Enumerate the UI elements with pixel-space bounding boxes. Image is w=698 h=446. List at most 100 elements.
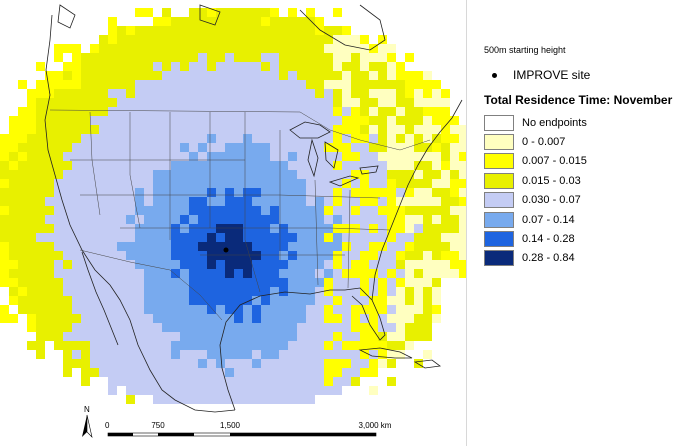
grid-cell xyxy=(189,242,198,251)
grid-cell xyxy=(216,125,225,134)
legend-swatch xyxy=(484,192,514,209)
grid-cell xyxy=(387,224,396,233)
grid-cell xyxy=(63,350,72,359)
grid-cell xyxy=(171,206,180,215)
grid-cell xyxy=(270,62,279,71)
grid-cell xyxy=(378,179,387,188)
grid-cell xyxy=(243,359,252,368)
grid-cell xyxy=(189,368,198,377)
grid-cell xyxy=(432,251,441,260)
grid-cell xyxy=(9,242,18,251)
grid-cell xyxy=(270,53,279,62)
grid-cell xyxy=(162,17,171,26)
grid-cell xyxy=(234,251,243,260)
grid-cell xyxy=(297,251,306,260)
grid-cell xyxy=(144,341,153,350)
grid-cell xyxy=(108,179,117,188)
grid-cell xyxy=(396,215,405,224)
grid-cell xyxy=(432,98,441,107)
grid-cell xyxy=(297,359,306,368)
grid-cell xyxy=(234,17,243,26)
grid-cell xyxy=(243,179,252,188)
grid-cell xyxy=(333,197,342,206)
grid-cell xyxy=(288,116,297,125)
grid-cell xyxy=(144,287,153,296)
grid-cell xyxy=(324,359,333,368)
grid-cell xyxy=(189,323,198,332)
grid-cell xyxy=(288,305,297,314)
grid-cell xyxy=(216,224,225,233)
grid-cell xyxy=(117,44,126,53)
grid-cell xyxy=(297,386,306,395)
grid-cell xyxy=(261,359,270,368)
grid-cell xyxy=(360,323,369,332)
grid-cell xyxy=(243,161,252,170)
grid-cell xyxy=(180,395,189,404)
grid-cell xyxy=(288,386,297,395)
grid-cell xyxy=(108,233,117,242)
grid-cell xyxy=(0,251,9,260)
grid-cell xyxy=(315,224,324,233)
grid-cell xyxy=(342,206,351,215)
grid-cell xyxy=(288,8,297,17)
lake-erie xyxy=(328,175,360,187)
grid-cell xyxy=(153,170,162,179)
grid-cell xyxy=(63,296,72,305)
grid-cell xyxy=(225,206,234,215)
grid-cell xyxy=(279,89,288,98)
grid-cell xyxy=(36,188,45,197)
grid-cell xyxy=(279,44,288,53)
grid-cell xyxy=(243,197,252,206)
grid-cell xyxy=(261,323,270,332)
grid-cell xyxy=(135,44,144,53)
grid-cell xyxy=(18,134,27,143)
grid-cell xyxy=(162,161,171,170)
grid-cell xyxy=(306,188,315,197)
grid-cell xyxy=(450,179,459,188)
grid-cell xyxy=(288,242,297,251)
grid-cell xyxy=(414,161,423,170)
grid-cell xyxy=(342,152,351,161)
grid-cell xyxy=(333,8,342,17)
grid-cell xyxy=(45,323,54,332)
grid-cell xyxy=(279,314,288,323)
grid-cell xyxy=(72,305,81,314)
grid-cell xyxy=(351,44,360,53)
grid-cell xyxy=(198,179,207,188)
grid-cell xyxy=(270,89,279,98)
grid-cell xyxy=(81,368,90,377)
grid-cell xyxy=(135,224,144,233)
grid-cell xyxy=(153,314,162,323)
grid-cell xyxy=(297,26,306,35)
grid-cell xyxy=(288,197,297,206)
grid-cell xyxy=(18,188,27,197)
grid-cell xyxy=(189,26,198,35)
grid-cell xyxy=(198,62,207,71)
grid-cell xyxy=(117,170,126,179)
grid-cell xyxy=(153,278,162,287)
grid-cell xyxy=(108,287,117,296)
grid-cell xyxy=(36,80,45,89)
grid-cell xyxy=(198,368,207,377)
grid-cell xyxy=(315,179,324,188)
grid-cell xyxy=(0,179,9,188)
grid-cell xyxy=(243,116,252,125)
grid-cell xyxy=(261,242,270,251)
grid-cell xyxy=(333,53,342,62)
grid-cell xyxy=(333,386,342,395)
grid-cell xyxy=(135,269,144,278)
grid-cell xyxy=(216,242,225,251)
grid-cell xyxy=(351,215,360,224)
grid-cell xyxy=(63,161,72,170)
grid-cell xyxy=(126,332,135,341)
grid-cell xyxy=(369,53,378,62)
residence-grid xyxy=(0,8,466,404)
grid-cell xyxy=(81,80,90,89)
grid-cell xyxy=(225,53,234,62)
grid-cell xyxy=(306,26,315,35)
grid-cell xyxy=(99,161,108,170)
grid-cell xyxy=(432,233,441,242)
grid-cell xyxy=(360,269,369,278)
grid-cell xyxy=(369,161,378,170)
grid-cell xyxy=(261,116,270,125)
